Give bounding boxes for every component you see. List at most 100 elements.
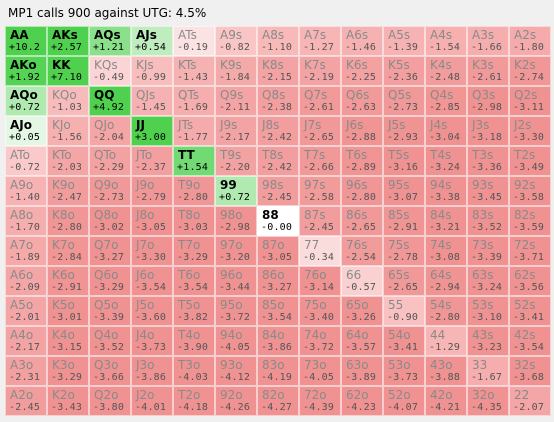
- hand-cell-K9s[interactable]: K9s -1.84: [215, 56, 257, 86]
- hand-cell-A4s[interactable]: A4s -1.54: [425, 26, 467, 56]
- hand-cell-T4o[interactable]: T4o -3.90: [173, 326, 215, 356]
- hand-cell-QJo[interactable]: QJo -2.04: [89, 116, 131, 146]
- hand-cell-AKo[interactable]: AKo +1.92: [5, 56, 47, 86]
- hand-cell-T9o[interactable]: T9o -2.80: [173, 176, 215, 206]
- hand-cell-96o[interactable]: 96o -3.44: [215, 266, 257, 296]
- hand-cell-AKs[interactable]: AKs +2.57: [47, 26, 89, 56]
- hand-cell-K5s[interactable]: K5s -2.36: [383, 56, 425, 86]
- hand-cell-J2o[interactable]: J2o -4.01: [131, 386, 173, 416]
- hand-cell-KJs[interactable]: KJs -0.99: [131, 56, 173, 86]
- hand-cell-KTo[interactable]: KTo -2.03: [47, 146, 89, 176]
- hand-cell-93o[interactable]: 93o -4.12: [215, 356, 257, 386]
- hand-cell-T8o[interactable]: T8o -3.03: [173, 206, 215, 236]
- hand-cell-97s[interactable]: 97s -2.58: [299, 176, 341, 206]
- hand-cell-ATo[interactable]: ATo -0.72: [5, 146, 47, 176]
- hand-cell-A2s[interactable]: A2s -1.80: [509, 26, 551, 56]
- hand-cell-53s[interactable]: 53s -3.10: [467, 296, 509, 326]
- hand-cell-42o[interactable]: 42o -4.21: [425, 386, 467, 416]
- hand-cell-98s[interactable]: 98s -2.45: [257, 176, 299, 206]
- hand-cell-Q6s[interactable]: Q6s -2.63: [341, 86, 383, 116]
- hand-cell-84o[interactable]: 84o -3.86: [257, 326, 299, 356]
- hand-cell-92o[interactable]: 92o -4.26: [215, 386, 257, 416]
- hand-cell-T2s[interactable]: T2s -3.49: [509, 146, 551, 176]
- hand-cell-KQs[interactable]: KQs -0.49: [89, 56, 131, 86]
- hand-cell-KK[interactable]: KK +7.10: [47, 56, 89, 86]
- hand-cell-65s[interactable]: 65s -2.65: [383, 266, 425, 296]
- hand-cell-J3o[interactable]: J3o -3.86: [131, 356, 173, 386]
- hand-cell-85s[interactable]: 85s -2.91: [383, 206, 425, 236]
- hand-cell-97o[interactable]: 97o -3.20: [215, 236, 257, 266]
- hand-cell-75o[interactable]: 75o -3.40: [299, 296, 341, 326]
- hand-cell-96s[interactable]: 96s -2.80: [341, 176, 383, 206]
- hand-cell-84s[interactable]: 84s -3.21: [425, 206, 467, 236]
- hand-cell-87o[interactable]: 87o -3.05: [257, 236, 299, 266]
- hand-cell-K6o[interactable]: K6o -2.91: [47, 266, 89, 296]
- hand-cell-K7o[interactable]: K7o -2.84: [47, 236, 89, 266]
- hand-cell-JJ[interactable]: JJ +3.00: [131, 116, 173, 146]
- hand-cell-Q2o[interactable]: Q2o -3.80: [89, 386, 131, 416]
- hand-cell-42s[interactable]: 42s -3.54: [509, 326, 551, 356]
- hand-cell-52s[interactable]: 52s -3.41: [509, 296, 551, 326]
- hand-cell-Q4o[interactable]: Q4o -3.52: [89, 326, 131, 356]
- hand-cell-Q7o[interactable]: Q7o -3.27: [89, 236, 131, 266]
- hand-cell-T6s[interactable]: T6s -2.89: [341, 146, 383, 176]
- hand-cell-T3s[interactable]: T3s -3.36: [467, 146, 509, 176]
- hand-cell-87s[interactable]: 87s -2.45: [299, 206, 341, 236]
- hand-cell-53o[interactable]: 53o -3.73: [383, 356, 425, 386]
- hand-cell-K3s[interactable]: K3s -2.61: [467, 56, 509, 86]
- hand-cell-85o[interactable]: 85o -3.54: [257, 296, 299, 326]
- hand-cell-63o[interactable]: 63o -3.89: [341, 356, 383, 386]
- hand-cell-J2s[interactable]: J2s -3.30: [509, 116, 551, 146]
- hand-cell-A5o[interactable]: A5o -2.01: [5, 296, 47, 326]
- hand-cell-82o[interactable]: 82o -4.27: [257, 386, 299, 416]
- hand-cell-T5o[interactable]: T5o -3.82: [173, 296, 215, 326]
- hand-cell-76o[interactable]: 76o -3.14: [299, 266, 341, 296]
- hand-cell-K7s[interactable]: K7s -2.19: [299, 56, 341, 86]
- hand-cell-74s[interactable]: 74s -3.08: [425, 236, 467, 266]
- hand-cell-A9o[interactable]: A9o -1.40: [5, 176, 47, 206]
- hand-cell-T8s[interactable]: T8s -2.42: [257, 146, 299, 176]
- hand-cell-QJs[interactable]: QJs -1.45: [131, 86, 173, 116]
- hand-cell-64s[interactable]: 64s -2.94: [425, 266, 467, 296]
- hand-cell-KJo[interactable]: KJo -1.56: [47, 116, 89, 146]
- hand-cell-Q6o[interactable]: Q6o -3.29: [89, 266, 131, 296]
- hand-cell-A2o[interactable]: A2o -2.45: [5, 386, 47, 416]
- hand-cell-73o[interactable]: 73o -4.05: [299, 356, 341, 386]
- hand-cell-A4o[interactable]: A4o -2.17: [5, 326, 47, 356]
- hand-cell-Q9s[interactable]: Q9s -2.11: [215, 86, 257, 116]
- hand-cell-K2s[interactable]: K2s -2.74: [509, 56, 551, 86]
- hand-cell-A8o[interactable]: A8o -1.70: [5, 206, 47, 236]
- hand-cell-A7o[interactable]: A7o -1.89: [5, 236, 47, 266]
- hand-cell-Q3o[interactable]: Q3o -3.66: [89, 356, 131, 386]
- hand-cell-52o[interactable]: 52o -4.07: [383, 386, 425, 416]
- hand-cell-J6o[interactable]: J6o -3.54: [131, 266, 173, 296]
- hand-cell-Q2s[interactable]: Q2s -3.11: [509, 86, 551, 116]
- hand-cell-94o[interactable]: 94o -4.05: [215, 326, 257, 356]
- hand-cell-32o[interactable]: 32o -4.35: [467, 386, 509, 416]
- hand-cell-AQo[interactable]: AQo +0.72: [5, 86, 47, 116]
- hand-cell-K3o[interactable]: K3o -3.29: [47, 356, 89, 386]
- hand-cell-A6o[interactable]: A6o -2.09: [5, 266, 47, 296]
- hand-cell-74o[interactable]: 74o -3.72: [299, 326, 341, 356]
- hand-cell-QQ[interactable]: QQ +4.92: [89, 86, 131, 116]
- hand-cell-J8s[interactable]: J8s -2.42: [257, 116, 299, 146]
- hand-cell-K6s[interactable]: K6s -2.25: [341, 56, 383, 86]
- hand-cell-TT[interactable]: TT +1.54: [173, 146, 215, 176]
- hand-cell-A9s[interactable]: A9s -0.82: [215, 26, 257, 56]
- hand-cell-AA[interactable]: AA +10.2: [5, 26, 47, 56]
- hand-cell-J7o[interactable]: J7o -3.30: [131, 236, 173, 266]
- hand-cell-82s[interactable]: 82s -3.59: [509, 206, 551, 236]
- hand-cell-72s[interactable]: 72s -3.71: [509, 236, 551, 266]
- hand-cell-44[interactable]: 44 -1.29: [425, 326, 467, 356]
- hand-cell-76s[interactable]: 76s -2.54: [341, 236, 383, 266]
- hand-cell-Q5o[interactable]: Q5o -3.39: [89, 296, 131, 326]
- hand-cell-T2o[interactable]: T2o -4.18: [173, 386, 215, 416]
- hand-cell-62o[interactable]: 62o -4.23: [341, 386, 383, 416]
- hand-cell-55[interactable]: 55 -0.90: [383, 296, 425, 326]
- hand-cell-T6o[interactable]: T6o -3.54: [173, 266, 215, 296]
- hand-cell-77[interactable]: 77 -0.34: [299, 236, 341, 266]
- hand-cell-AQs[interactable]: AQs +1.21: [89, 26, 131, 56]
- hand-cell-K8s[interactable]: K8s -2.15: [257, 56, 299, 86]
- hand-cell-93s[interactable]: 93s -3.45: [467, 176, 509, 206]
- hand-cell-Q5s[interactable]: Q5s -2.73: [383, 86, 425, 116]
